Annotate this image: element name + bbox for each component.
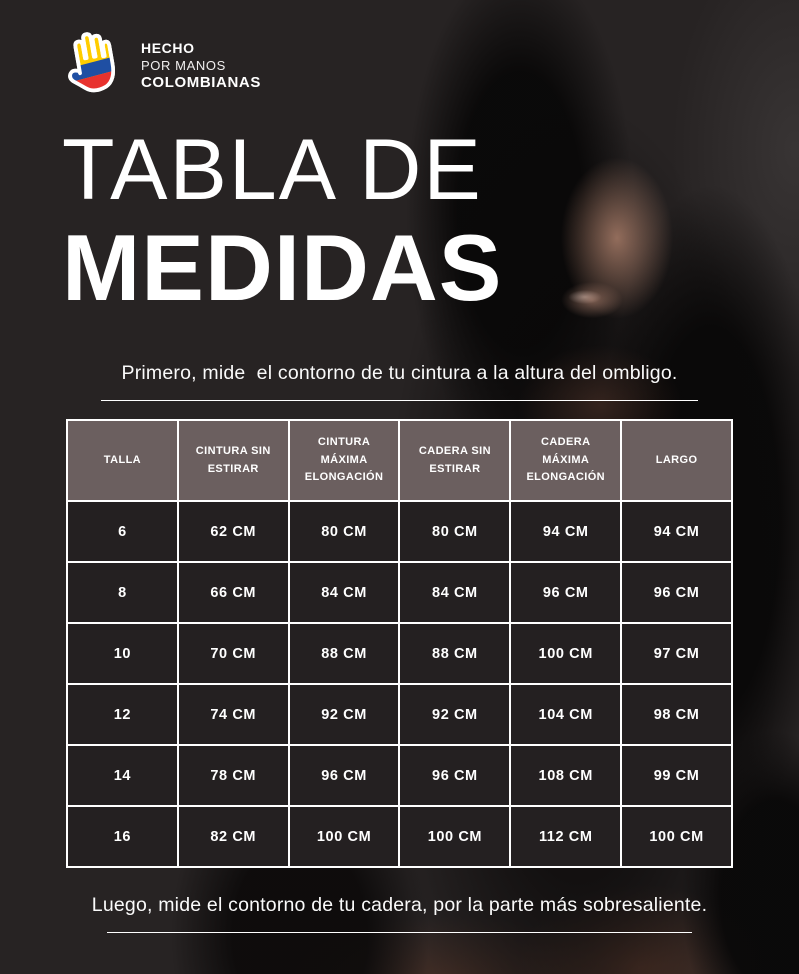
table-cell: 94 CM: [509, 500, 623, 563]
table-cell: 70 CM: [176, 622, 290, 685]
table-cell: 96 CM: [509, 561, 623, 624]
table-cell: 84 CM: [398, 561, 512, 624]
table-cell: 100 CM: [287, 805, 401, 868]
table-cell: 74 CM: [176, 683, 290, 746]
column-header-talla: TALLA: [66, 419, 179, 502]
table-row-size-8: 8 66 CM 84 CM 84 CM 96 CM 96 CM: [66, 561, 733, 624]
table-cell: 92 CM: [398, 683, 512, 746]
table-cell: 66 CM: [176, 561, 290, 624]
page-title: TABLA DE MEDIDAS: [62, 122, 502, 318]
column-header-cadera-maxima-elongacion: CADERA MÁXIMA ELONGACIÓN: [509, 419, 623, 502]
table-header-row: TALLA CINTURA SIN ESTIRAR CINTURA MÁXIMA…: [66, 419, 733, 502]
table-cell: 108 CM: [509, 744, 623, 807]
table-cell: 100 CM: [620, 805, 733, 868]
logo-line-hecho: HECHO: [141, 40, 195, 56]
table-cell: 96 CM: [398, 744, 512, 807]
table-cell: 80 CM: [287, 500, 401, 563]
table-row-size-16: 16 82 CM 100 CM 100 CM 112 CM 100 CM: [66, 805, 733, 868]
table-cell: 84 CM: [287, 561, 401, 624]
waist-instruction-text: Primero, mide el contorno de tu cintura …: [121, 362, 678, 384]
table-cell: 78 CM: [176, 744, 290, 807]
column-header-cintura-maxima-elongacion: CINTURA MÁXIMA ELONGACIÓN: [287, 419, 401, 502]
table-row-size-10: 10 70 CM 88 CM 88 CM 100 CM 97 CM: [66, 622, 733, 685]
table-cell: 80 CM: [398, 500, 512, 563]
logo-line-colombianas: COLOMBIANAS: [141, 74, 261, 91]
measurements-table: TALLA CINTURA SIN ESTIRAR CINTURA MÁXIMA…: [66, 419, 733, 868]
colombia-flag-hand-icon: [64, 32, 117, 95]
title-line-2: MEDIDAS: [62, 215, 503, 320]
table-cell: 88 CM: [287, 622, 401, 685]
title-line-1: TABLA DE: [62, 122, 483, 218]
table-row-size-6: 6 62 CM 80 CM 80 CM 94 CM 94 CM: [66, 500, 733, 563]
table-cell: 82 CM: [176, 805, 290, 868]
table-cell: 88 CM: [398, 622, 512, 685]
table-row-size-14: 14 78 CM 96 CM 96 CM 108 CM 99 CM: [66, 744, 733, 807]
table-cell: 96 CM: [620, 561, 733, 624]
table-cell: 12: [66, 683, 179, 746]
hip-instruction: Luego, mide el contorno de tu cadera, po…: [0, 894, 799, 933]
logo-line-por-manos: POR MANOS: [141, 58, 226, 73]
table-cell: 94 CM: [620, 500, 733, 563]
table-cell: 92 CM: [287, 683, 401, 746]
underline-rule-bottom: [107, 932, 692, 933]
table-cell: 6: [66, 500, 179, 563]
table-cell: 8: [66, 561, 179, 624]
waist-instruction: Primero, mide el contorno de tu cintura …: [0, 362, 799, 401]
table-cell: 98 CM: [620, 683, 733, 746]
column-header-cintura-sin-estirar: CINTURA SIN ESTIRAR: [176, 419, 290, 502]
table-cell: 14: [66, 744, 179, 807]
table-cell: 99 CM: [620, 744, 733, 807]
column-header-largo: LARGO: [620, 419, 733, 502]
table-cell: 112 CM: [509, 805, 623, 868]
hip-instruction-text: Luego, mide el contorno de tu cadera, po…: [91, 894, 708, 916]
brand-logo: HECHO POR MANOS COLOMBIANAS: [64, 28, 261, 103]
table-cell: 100 CM: [509, 622, 623, 685]
table-cell: 10: [66, 622, 179, 685]
table-row-size-12: 12 74 CM 92 CM 92 CM 104 CM 98 CM: [66, 683, 733, 746]
brand-logo-text: HECHO POR MANOS COLOMBIANAS: [141, 40, 261, 91]
table-cell: 62 CM: [176, 500, 290, 563]
table-cell: 97 CM: [620, 622, 733, 685]
table-cell: 100 CM: [398, 805, 512, 868]
underline-rule-top: [101, 400, 698, 401]
table-cell: 16: [66, 805, 179, 868]
column-header-cadera-sin-estirar: CADERA SIN ESTIRAR: [398, 419, 512, 502]
table-cell: 96 CM: [287, 744, 401, 807]
table-cell: 104 CM: [509, 683, 623, 746]
